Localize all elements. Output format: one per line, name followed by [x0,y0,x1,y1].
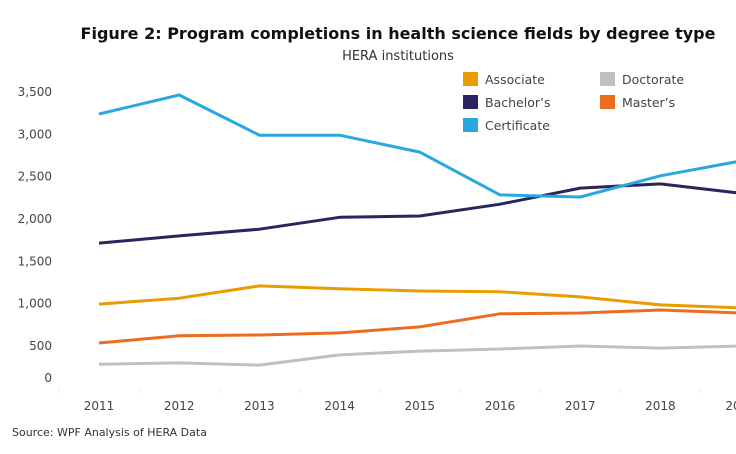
y-tick-label: 1,500 [18,254,52,268]
x-tick-label: 2011 [84,399,115,413]
legend-label: Doctorate [622,72,684,87]
chart-subtitle: HERA institutions [342,49,454,64]
x-tick-label: 2015 [405,399,436,413]
series-line-masters [98,308,736,345]
y-tick-label: 0 [44,371,52,385]
series-line-doctorate [98,344,736,367]
x-tick-label: 2014 [324,399,355,413]
x-tick-label: 2018 [645,399,676,413]
y-tick-label: 500 [29,339,52,353]
legend-swatch [463,72,478,86]
legend-swatch [600,95,615,109]
x-tick-label: 2017 [565,399,596,413]
legend-swatch [463,95,478,109]
x-tick-label: 2012 [164,399,195,413]
y-tick-label: 3,500 [18,85,52,99]
y-tick-label: 2,000 [18,212,52,226]
chart-title: Figure 2: Program completions in health … [80,24,716,43]
x-tick-label: 2013 [244,399,275,413]
series-line-bachelors [98,182,736,245]
legend-label: Certificate [485,118,550,133]
y-tick-label: 1,000 [18,297,52,311]
x-tick-label: 2019 [725,399,736,413]
legend-swatch [600,72,615,86]
legend-label: Associate [485,72,545,87]
y-tick-label: 3,000 [18,127,52,141]
source-note: Source: WPF Analysis of HERA Data [12,426,207,439]
legend-swatch [463,118,478,132]
series-line-certificate [98,93,736,199]
series-line-associate [98,284,736,310]
legend-label: Master’s [622,95,675,110]
x-tick-label: 2016 [485,399,516,413]
y-tick-label: 2,500 [18,170,52,184]
legend-label: Bachelor’s [485,95,550,110]
